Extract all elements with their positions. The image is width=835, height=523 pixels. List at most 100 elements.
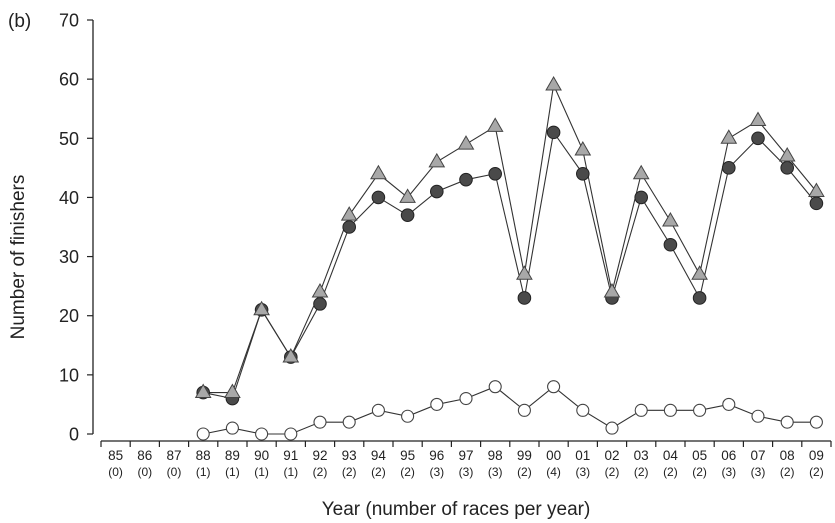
triangle-marker <box>311 282 329 298</box>
x-tick-label: 01 <box>575 448 590 463</box>
filled-circle-marker <box>692 291 707 305</box>
x-tick-label: 05 <box>692 448 707 463</box>
x-tick-label: 99 <box>517 448 532 463</box>
x-tick-races-label: (2) <box>809 465 824 479</box>
open-circle-marker <box>196 427 210 441</box>
series-line-3 <box>203 385 817 435</box>
triangle-marker <box>574 141 592 156</box>
x-tick-label: 07 <box>750 448 765 463</box>
triangle-marker <box>603 282 621 298</box>
x-tick-label: 06 <box>721 448 736 463</box>
open-circle-marker <box>663 403 677 417</box>
x-tick-races-label: (3) <box>751 465 766 479</box>
open-circle-marker <box>517 403 531 417</box>
series-markers <box>194 75 825 441</box>
x-tick-label: 93 <box>342 448 357 463</box>
x-tick-label: 89 <box>225 448 240 463</box>
triangle-marker <box>194 383 212 399</box>
open-circle-marker <box>401 409 415 423</box>
x-tick-races-label: (0) <box>108 465 123 479</box>
panel-label: (b) <box>8 11 31 32</box>
x-tick-label: 00 <box>546 448 561 463</box>
axes: 01020304050607085(0)86(0)87(0)88(1)89(1)… <box>59 11 832 479</box>
triangle-marker <box>720 129 738 144</box>
open-circle-marker <box>547 380 561 394</box>
x-tick-races-label: (1) <box>283 465 298 479</box>
filled-circle-marker <box>722 161 736 175</box>
filled-circle-marker <box>751 131 765 146</box>
y-tick-label: 40 <box>59 188 79 208</box>
x-tick-races-label: (2) <box>313 465 328 479</box>
x-tick-races-label: (2) <box>400 465 415 479</box>
x-tick-label: 88 <box>196 448 211 463</box>
x-tick-label: 92 <box>312 448 327 463</box>
x-tick-races-label: (2) <box>692 465 707 479</box>
triangle-marker <box>662 212 679 227</box>
y-tick-label: 60 <box>59 70 79 90</box>
filled-circle-marker <box>342 220 357 234</box>
triangle-marker <box>340 206 358 221</box>
x-tick-label: 97 <box>458 448 473 463</box>
filled-circle-marker <box>576 166 590 181</box>
open-circle-marker <box>284 427 298 441</box>
triangle-marker <box>545 75 562 91</box>
x-axis-label: Year (number of races per year) <box>322 499 591 520</box>
filled-circle-marker <box>546 125 561 140</box>
open-circle-marker <box>576 403 590 417</box>
x-tick-races-label: (1) <box>196 465 211 479</box>
x-tick-label: 09 <box>809 448 824 463</box>
open-circle-marker <box>605 421 619 435</box>
x-tick-label: 90 <box>254 448 269 463</box>
triangle-marker <box>778 146 796 162</box>
open-circle-marker <box>225 421 239 435</box>
filled-circle-marker <box>809 196 824 211</box>
open-circle-marker <box>634 403 648 417</box>
triangle-marker <box>749 111 767 126</box>
filled-circle-marker <box>430 184 444 199</box>
y-tick-label: 70 <box>59 11 79 31</box>
triangle-marker <box>486 117 504 132</box>
filled-circle-marker <box>780 161 795 175</box>
y-tick-label: 10 <box>59 365 79 385</box>
y-tick-label: 0 <box>69 425 79 445</box>
x-tick-races-label: (2) <box>780 465 795 479</box>
x-tick-label: 95 <box>400 448 415 463</box>
triangle-marker <box>457 135 475 150</box>
open-circle-marker <box>342 415 356 429</box>
x-tick-races-label: (2) <box>517 465 532 479</box>
filled-circle-marker <box>517 291 532 305</box>
open-circle-marker <box>722 397 736 411</box>
triangle-marker <box>253 300 270 316</box>
x-tick-label: 85 <box>108 448 123 463</box>
series-line-1 <box>203 83 817 394</box>
x-tick-label: 98 <box>488 448 503 463</box>
x-tick-races-label: (3) <box>488 465 503 479</box>
filled-circle-marker <box>459 172 473 187</box>
open-circle-marker <box>809 415 823 429</box>
filled-circle-marker <box>663 237 678 252</box>
open-circle-marker <box>751 409 765 423</box>
x-tick-label: 04 <box>663 448 679 463</box>
x-tick-label: 03 <box>634 448 649 463</box>
filled-circle-marker <box>400 208 415 222</box>
x-tick-label: 96 <box>429 448 444 463</box>
filled-circle-marker <box>488 166 503 181</box>
x-tick-label: 08 <box>780 448 795 463</box>
open-circle-marker <box>255 427 269 441</box>
filled-circle-marker <box>371 190 386 205</box>
triangle-marker <box>808 182 825 197</box>
open-circle-marker <box>313 415 327 429</box>
open-circle-marker <box>693 403 707 417</box>
open-circle-marker <box>488 380 502 394</box>
y-tick-label: 50 <box>59 129 79 149</box>
triangle-marker <box>691 265 708 280</box>
x-tick-races-label: (3) <box>575 465 590 479</box>
open-circle-marker <box>371 403 385 417</box>
triangle-marker <box>370 164 387 180</box>
x-tick-races-label: (2) <box>663 465 678 479</box>
x-tick-races-label: (2) <box>342 465 357 479</box>
x-tick-races-label: (1) <box>225 465 240 479</box>
y-tick-label: 30 <box>59 247 79 267</box>
x-tick-races-label: (1) <box>254 465 269 479</box>
